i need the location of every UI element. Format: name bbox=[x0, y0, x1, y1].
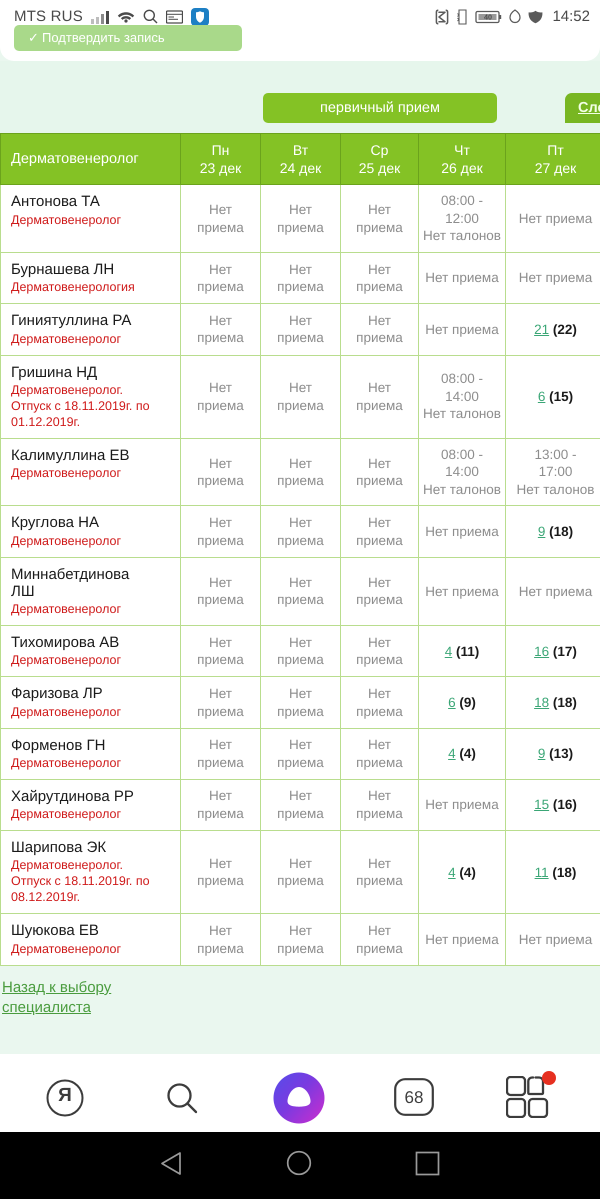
svg-text:40: 40 bbox=[484, 12, 492, 21]
svg-text:68: 68 bbox=[405, 1088, 424, 1107]
